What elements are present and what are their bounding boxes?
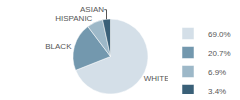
svg-text:WHITE: WHITE [144,74,170,83]
svg-text:6.9%: 6.9% [208,68,226,77]
svg-text:20.7%: 20.7% [208,49,231,58]
svg-text:BLACK: BLACK [45,42,72,51]
svg-text:HISPANIC: HISPANIC [55,14,92,23]
svg-text:69.0%: 69.0% [208,30,231,39]
svg-text:ASIAN: ASIAN [80,5,104,14]
svg-text:3.4%: 3.4% [208,87,226,94]
